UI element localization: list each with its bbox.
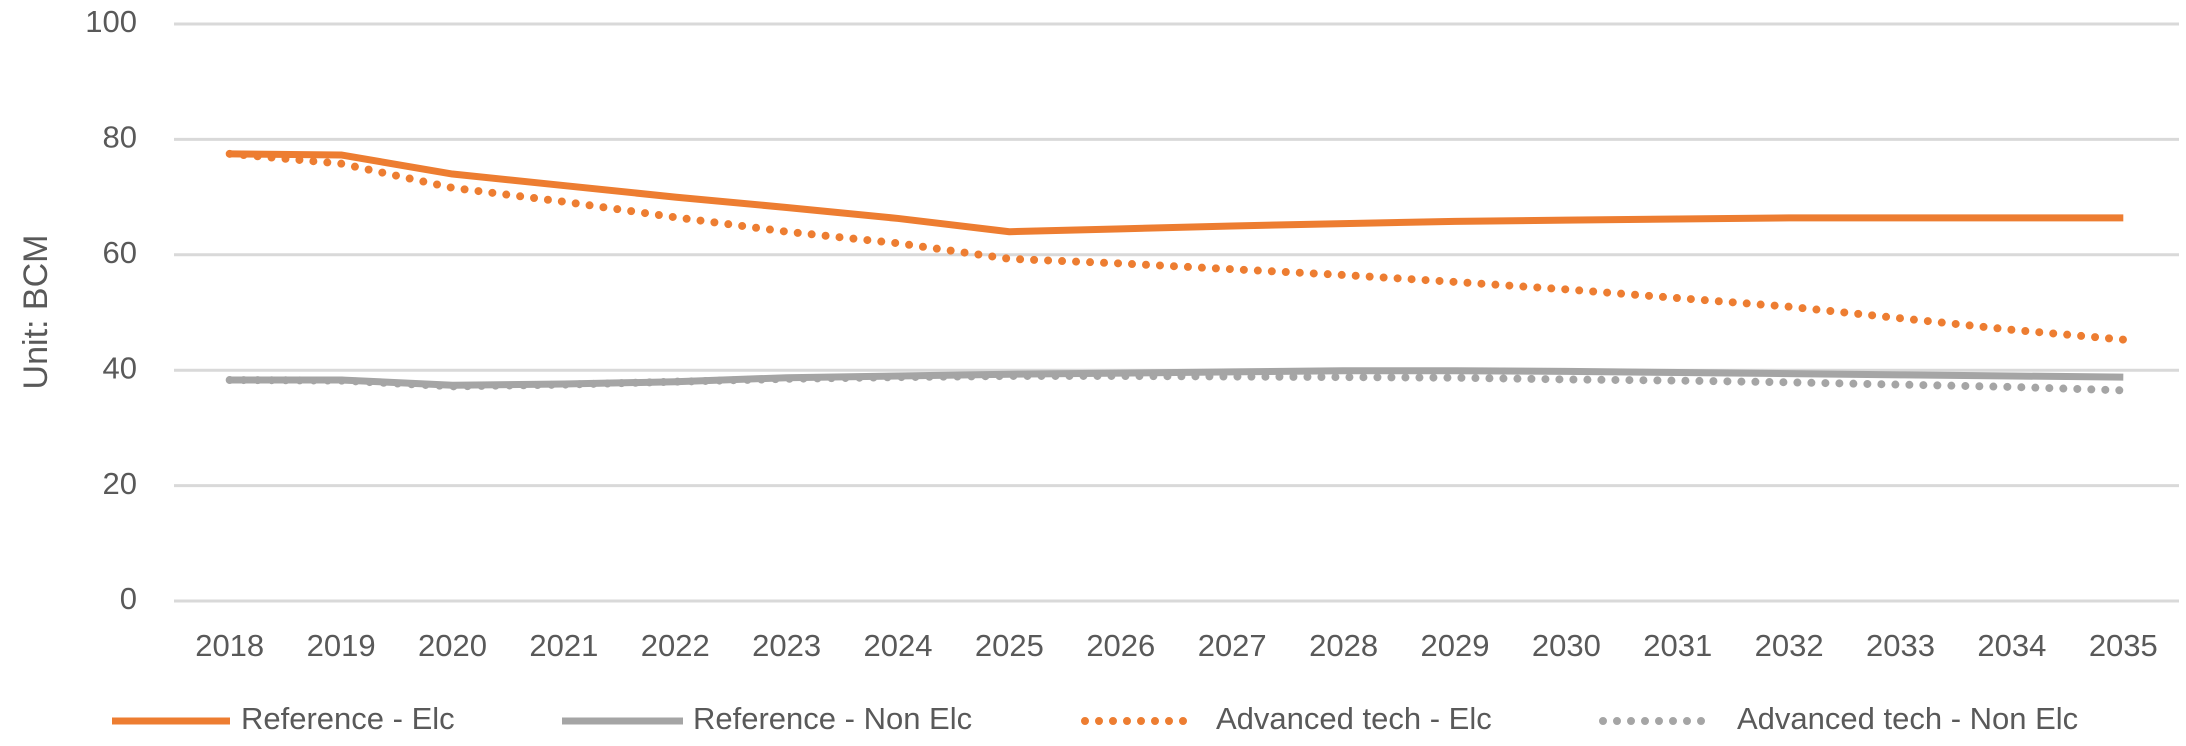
y-tick-label: 80 [103, 120, 137, 155]
y-tick-label: 20 [103, 466, 137, 501]
y-tick-label: 60 [103, 235, 137, 270]
x-tick-label: 2027 [1198, 628, 1267, 663]
x-tick-label: 2034 [1977, 628, 2046, 663]
x-tick-label: 2030 [1532, 628, 1601, 663]
line-series [225, 149, 2128, 344]
legend-label: Reference - Non Elc [693, 701, 972, 736]
y-tick-label: 40 [103, 350, 137, 385]
y-tick-label: 0 [120, 581, 137, 616]
line-series [229, 367, 2124, 389]
x-tick-label: 2028 [1309, 628, 1378, 663]
x-tick-label: 2022 [641, 628, 710, 663]
x-tick-label: 2029 [1420, 628, 1489, 663]
x-tick-label: 2026 [1086, 628, 1155, 663]
legend-label: Reference - Elc [241, 701, 455, 736]
y-axis-label: Unit: BCM [17, 235, 55, 390]
legend-label: Advanced tech - Elc [1216, 701, 1492, 736]
x-tick-label: 2023 [752, 628, 821, 663]
x-tick-label: 2032 [1755, 628, 1824, 663]
x-tick-label: 2020 [418, 628, 487, 663]
x-tick-label: 2035 [2089, 628, 2158, 663]
x-tick-label: 2021 [529, 628, 598, 663]
x-tick-label: 2024 [864, 628, 933, 663]
line-series [225, 371, 2128, 395]
x-tick-label: 2019 [307, 628, 376, 663]
line-series [229, 150, 2124, 236]
x-tick-label: 2031 [1643, 628, 1712, 663]
x-tick-label: 2025 [975, 628, 1044, 663]
x-tick-label: 2033 [1866, 628, 1935, 663]
legend-label: Advanced tech - Non Elc [1737, 701, 2078, 736]
x-tick-label: 2018 [195, 628, 264, 663]
y-tick-label: 100 [85, 4, 137, 39]
